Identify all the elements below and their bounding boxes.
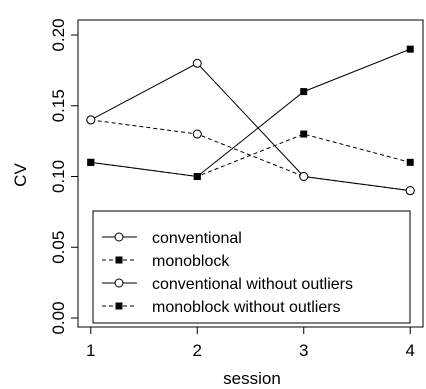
plot-frame xyxy=(77,19,424,328)
x-tick-label: 1 xyxy=(86,341,95,360)
series-line xyxy=(90,62,411,192)
data-point xyxy=(87,158,95,166)
legend-label: conventional xyxy=(152,230,242,247)
legend-item: conventional xyxy=(102,230,242,247)
data-point xyxy=(192,58,202,68)
data-point xyxy=(406,45,414,53)
legend-item: monoblock xyxy=(102,253,230,270)
legend-item: conventional without outliers xyxy=(102,276,353,293)
x-tick-label: 2 xyxy=(193,341,202,360)
legend-box xyxy=(92,210,411,324)
legend-marker xyxy=(114,232,124,242)
series-1 xyxy=(86,58,415,196)
data-point xyxy=(192,129,202,139)
y-axis-title: CV xyxy=(11,163,30,187)
x-tick-label: 4 xyxy=(405,341,414,360)
data-point xyxy=(86,115,96,125)
legend-marker xyxy=(115,256,123,264)
data-point xyxy=(406,158,414,166)
x-tick-label: 3 xyxy=(299,341,308,360)
y-tick-label: 0.05 xyxy=(49,231,68,264)
data-point xyxy=(193,173,201,180)
legend-marker xyxy=(115,302,123,310)
legend: conventional monoblock conventional withou… xyxy=(92,210,411,324)
y-tick-label: 0.00 xyxy=(49,301,68,334)
series-4 xyxy=(87,130,414,180)
data-point xyxy=(300,130,308,138)
legend-label: monoblock xyxy=(152,253,230,270)
legend-label: monoblock without outliers xyxy=(152,299,341,316)
x-axis-title: session xyxy=(223,369,281,388)
legend-item: monoblock without outliers xyxy=(102,299,341,316)
x-axis: 1 2 3 4 xyxy=(86,327,415,360)
y-axis: 0.00 0.05 0.10 0.15 0.20 xyxy=(49,18,78,335)
data-point xyxy=(405,186,415,196)
legend-marker xyxy=(114,278,124,288)
series-layer xyxy=(86,45,415,196)
series-line xyxy=(90,48,411,178)
y-tick-label: 0.10 xyxy=(49,160,68,193)
data-point xyxy=(300,88,308,96)
series-2 xyxy=(87,45,414,180)
series-line xyxy=(90,133,411,178)
y-tick-label: 0.20 xyxy=(49,18,68,51)
data-point xyxy=(299,172,309,181)
y-tick-label: 0.15 xyxy=(49,89,68,122)
legend-label: conventional without outliers xyxy=(152,276,353,293)
